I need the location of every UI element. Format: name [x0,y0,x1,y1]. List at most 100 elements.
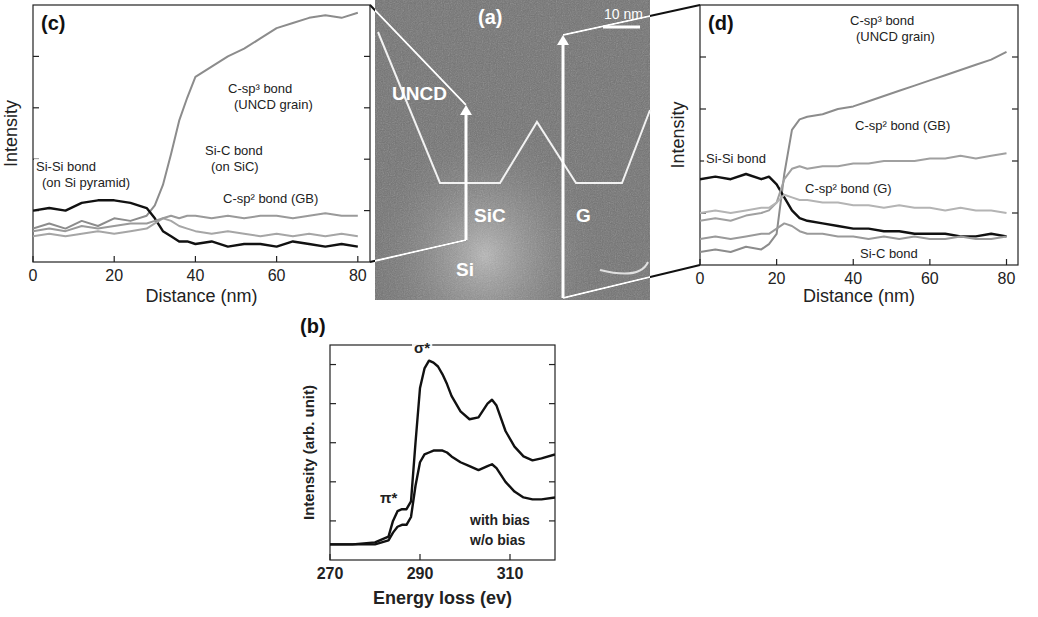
series-label: C-sp³ bond(UNCD grain) [850,13,935,44]
y-tick [364,107,370,108]
label-patch [704,151,768,166]
image-ground [375,0,650,300]
panel-label: (a) [478,6,502,28]
x-axis-title: Energy loss (ev) [373,588,512,608]
y-tick [549,442,555,443]
x-tick-label: 20 [768,270,786,287]
series-line [700,195,1007,213]
y-tick [1012,56,1018,57]
y-tick [1012,108,1018,109]
x-tick-label: 290 [407,565,434,582]
series-label: C-sp² bond (GB) [223,191,318,206]
x-tick [32,256,33,262]
y-tick [700,108,706,109]
link-line [563,5,700,35]
x-tick-label: 80 [349,267,367,284]
y-tick [549,364,555,365]
label-patch [412,339,432,356]
profile-arrow [562,43,565,298]
region-label: Si [456,259,474,280]
chart-panel: 020406080Distance (nm)IntensityC-sp³ bon… [1,5,370,306]
series-label: C-sp² bond (GB) [855,118,950,133]
figure: (a)10 nmUNCDSiCGSi020406080Distance (nm)… [0,0,1038,617]
label-line: C-sp³ bond [850,13,914,28]
label-patch [853,118,952,133]
panel-label: (c) [41,12,65,34]
panel-label: (d) [708,12,734,34]
series-line [33,13,358,229]
series-line [33,200,358,246]
link-line [375,5,466,105]
y-tick [549,481,555,482]
link-lines-on-image [375,5,650,298]
x-tick-label: 80 [998,270,1016,287]
plot-data [330,361,555,545]
label-patch [226,81,315,112]
x-tick [195,256,196,262]
y-tick [1012,160,1018,161]
label-patch [848,13,937,44]
x-tick-label: 270 [317,565,344,582]
x-tick [329,554,330,560]
region-label: SiC [474,205,506,226]
y-tick [364,210,370,211]
link-line [563,265,700,298]
label-patch [221,191,320,206]
y-tick [330,520,336,521]
label-line: C-sp³ bond [228,81,292,96]
plot-data [700,52,1007,252]
x-tick-label: 60 [921,270,939,287]
plot-frame [700,5,1018,265]
profile-arrow [465,113,468,240]
x-tick [114,256,115,262]
link-line [370,240,466,262]
plot-frame [330,345,555,560]
y-tick [330,481,336,482]
series-line [330,451,555,545]
x-tick [357,256,358,262]
series-label: with bias [469,512,530,528]
y-tick [364,159,370,160]
y-tick [700,56,706,57]
series-labels: C-sp³ bond(UNCD grain)Si-Si bondC-sp² bo… [704,13,952,261]
label-line: (on Si pyramid) [42,175,130,190]
x-tick-label: 0 [29,267,38,284]
label-line: (on SiC) [211,159,259,174]
label-patch [203,143,265,174]
series-line [33,218,358,236]
arrow-head [557,35,569,45]
image-noise [375,0,650,300]
region-label: UNCD [392,83,447,104]
label-line: Si-Si bond [36,159,96,174]
x-tick [776,259,777,265]
x-tick-label: 20 [105,267,123,284]
x-tick [699,259,700,265]
plot-data [33,13,358,247]
series-label: C-sp² bond (G) [805,181,892,196]
y-axis-title: Intensity (arb. unit) [300,385,317,520]
annotation: π* [380,489,397,506]
x-tick [1006,259,1007,265]
x-tick-label: 40 [187,267,205,284]
scale-bar-label: 10 nm [604,6,643,22]
x-tick [929,259,930,265]
x-tick [853,259,854,265]
label-line: (UNCD grain) [856,29,935,44]
label-line: (UNCD grain) [234,97,313,112]
y-tick [330,442,336,443]
image-shade [375,0,650,300]
plot-frame [33,5,370,262]
link-line [370,5,466,105]
x-tick-label: 40 [844,270,862,287]
series-label: Si-C bond(on SiC) [205,143,263,174]
series-line [700,174,1007,236]
series-line [33,213,358,231]
y-tick [33,107,39,108]
panel-label: (b) [300,315,326,337]
y-tick [364,56,370,57]
series-line [700,52,1007,252]
y-axis-title: Intensity [668,101,688,168]
chart-panel: 270290310Energy loss (ev)Intensity (arb.… [300,315,555,608]
y-tick [330,364,336,365]
x-tick [276,256,277,262]
